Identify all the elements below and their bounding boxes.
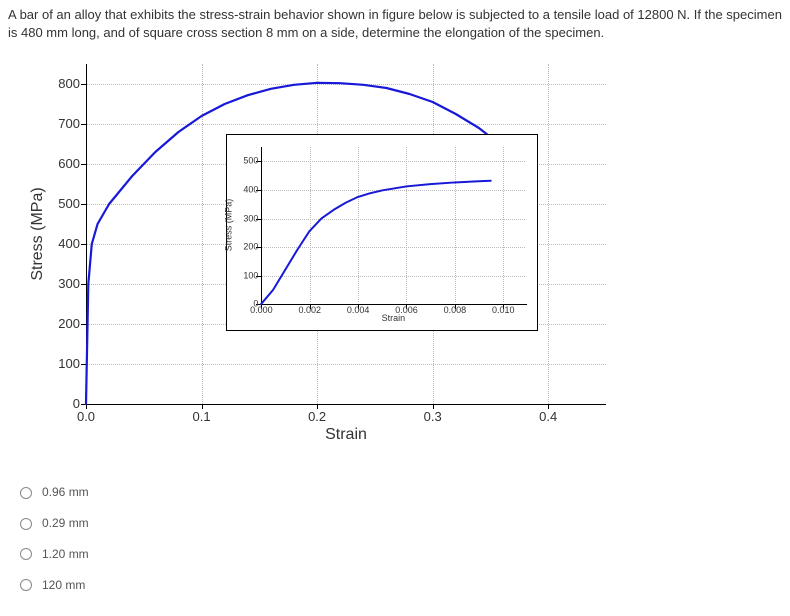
y-tick-label: 500 [243,155,261,168]
y-axis-title: Stress (MPa) [27,188,49,281]
answer-options: 0.96 mm 0.29 mm 1.20 mm 120 mm [20,484,782,593]
y-tick-label: 200 [58,315,86,333]
radio-icon[interactable] [20,548,32,560]
y-tick-label: 300 [58,275,86,293]
answer-option-label: 0.96 mm [42,484,89,501]
stress-strain-curve [261,147,525,302]
x-tick-label: 0.008 [444,302,467,317]
x-tick-label: 0.010 [492,302,515,317]
inset-chart: 0.0000.0020.0040.0060.0080.0100100200300… [226,134,538,331]
y-tick-label: 500 [58,195,86,213]
radio-icon[interactable] [20,487,32,499]
x-tick-label: 0.004 [347,302,370,317]
y-tick-label: 400 [243,184,261,197]
answer-option-label: 0.29 mm [42,515,89,532]
y-tick-label: 100 [243,269,261,282]
y-tick-label: 800 [58,75,86,93]
y-tick-label: 0 [73,395,86,413]
answer-option[interactable]: 1.20 mm [20,546,782,563]
answer-option-label: 1.20 mm [42,546,89,563]
y-tick-label: 0 [253,298,261,311]
x-tick-label: 0.2 [308,404,326,426]
x-tick-label: 0.002 [298,302,321,317]
stress-strain-chart: 0.00.10.20.30.40100200300400500600700800… [28,54,628,454]
radio-icon[interactable] [20,579,32,591]
y-tick-label: 700 [58,115,86,133]
y-tick-label: 400 [58,235,86,253]
answer-option[interactable]: 0.96 mm [20,484,782,501]
x-tick-label: 0.1 [193,404,211,426]
x-axis-title: Strain [382,312,406,325]
question-text: A bar of an alloy that exhibits the stre… [8,6,782,42]
y-tick-label: 600 [58,155,86,173]
x-tick-label: 0.3 [424,404,442,426]
x-tick-label: 0.4 [539,404,557,426]
y-tick-label: 100 [58,355,86,373]
radio-icon[interactable] [20,518,32,530]
y-tick-label: 200 [243,241,261,254]
x-axis-title: Strain [325,424,367,446]
y-tick-label: 300 [243,212,261,225]
answer-option[interactable]: 0.29 mm [20,515,782,532]
y-axis-title: Stress (MPa) [223,198,236,251]
answer-option-label: 120 mm [42,577,85,594]
answer-option[interactable]: 120 mm [20,577,782,594]
